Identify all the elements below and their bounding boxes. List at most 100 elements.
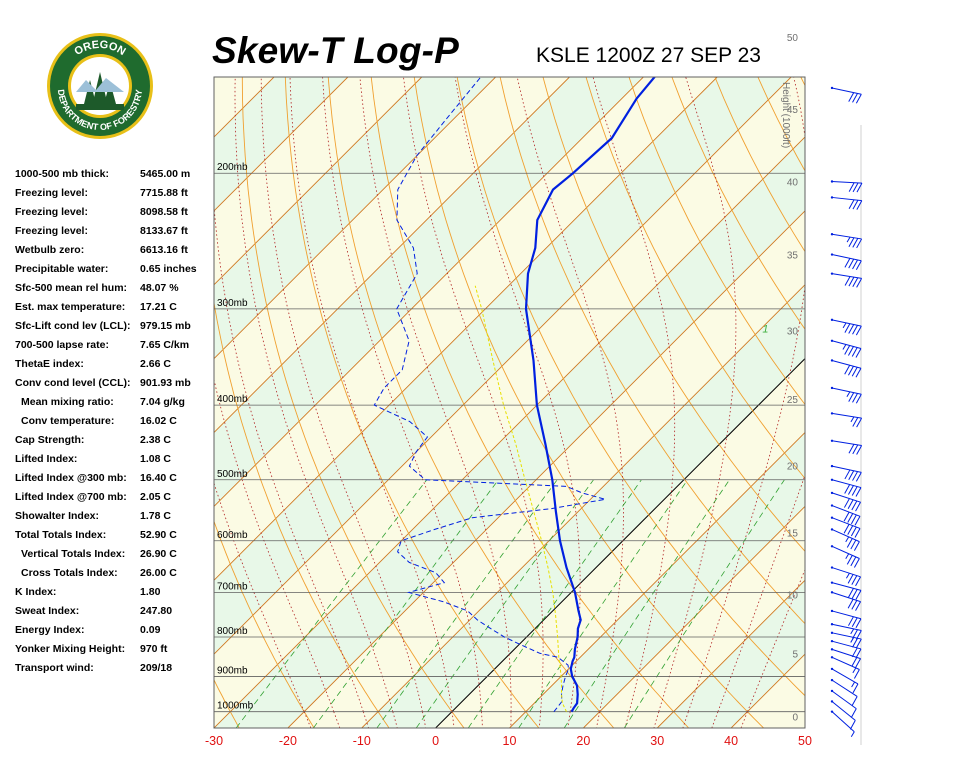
wind-barb-flag: [848, 182, 855, 192]
wind-barb: [830, 528, 860, 551]
isotherm-line: [287, 210, 805, 728]
wind-barb-half-flag: [842, 344, 847, 350]
wind-barb-flag: [848, 237, 855, 247]
wind-barb-flag: [850, 556, 857, 567]
wind-barb-flag: [855, 260, 862, 271]
stat-value: 247.80: [140, 605, 173, 617]
isotherm-line: [583, 505, 805, 728]
wind-barb-flag: [844, 258, 851, 268]
wind-barb-flag: [848, 92, 855, 102]
x-tick-label: 50: [798, 734, 812, 748]
stat-row: 700-500 lapse rate: 7.65 C/km: [15, 339, 215, 358]
wind-barb: [830, 566, 861, 587]
pressure-label: 400mb: [217, 394, 248, 405]
wind-barb: [830, 318, 862, 336]
wind-barb-flag: [856, 417, 863, 428]
wind-barb-flag: [855, 601, 861, 611]
moist-adiabat: [740, 568, 805, 728]
wind-barb-flag: [855, 348, 862, 358]
wind-barb-flag: [854, 528, 861, 538]
wind-barb-staff: [831, 648, 861, 660]
stat-label: Precipitable water:: [15, 263, 109, 275]
wind-barb-flag: [852, 471, 858, 481]
stat-row: Sfc-500 mean rel hum: 48.07 %: [15, 282, 215, 301]
pressure-label: 600mb: [217, 530, 248, 541]
wind-barb-half-flag: [850, 416, 855, 423]
stat-row: Wetbulb zero: 6613.16 ft: [15, 244, 215, 263]
height-tick-label: 5: [792, 649, 798, 660]
wind-barb-dot: [830, 678, 834, 682]
wind-barb-flag: [848, 616, 854, 626]
wind-barb-staff: [831, 591, 861, 603]
dry-adiabat: [887, 77, 960, 728]
pressure-label: 200mb: [217, 162, 248, 173]
wind-barb-flag: [848, 444, 855, 454]
isotherm-line: [214, 77, 349, 212]
wind-barb-dot: [830, 566, 834, 569]
stat-value: 0.09: [140, 624, 161, 636]
stat-row: Conv cond level (CCL): 901.93 mb: [15, 377, 215, 396]
wind-barb-dot: [830, 528, 834, 531]
wind-barb-staff: [831, 479, 862, 489]
isotherm-line: [0, 77, 200, 728]
stat-row: Lifted Index: 1.08 C: [15, 453, 215, 472]
wind-barb-half-flag: [850, 628, 855, 635]
isotherm-band: [0, 77, 126, 728]
oregon-forestry-logo: OREGON DEPARTMENT OF FORESTRY: [46, 32, 154, 140]
wind-barb-flag: [852, 325, 858, 335]
wind-barb: [830, 86, 862, 104]
wind-barb: [830, 439, 863, 455]
wind-barb-flag: [848, 392, 855, 402]
sounding-stats-panel: 1000-500 mb thick: 5465.00 m Freezing leve…: [15, 168, 215, 681]
stat-label: Showalter Index:: [15, 510, 100, 522]
wind-barb-dot: [830, 272, 834, 275]
wind-barb: [830, 478, 862, 497]
wind-barb: [830, 196, 863, 210]
wind-barb-staff: [831, 340, 862, 350]
moist-adiabat: [359, 77, 512, 728]
wind-barb-flag: [844, 323, 851, 333]
wind-barb: [830, 339, 862, 358]
wind-barb-staff: [831, 465, 862, 473]
wind-barb-flag: [851, 575, 858, 585]
stat-label: K Index:: [15, 586, 57, 598]
wind-barb: [830, 464, 862, 482]
isotherm-line: [214, 77, 718, 581]
moist-adiabat: [592, 77, 676, 728]
wind-barb-flag: [847, 525, 854, 535]
wind-barb: [830, 359, 862, 378]
wind-barb-half-flag: [842, 322, 847, 329]
height-tick-label: 15: [787, 528, 799, 539]
wind-barb: [830, 631, 862, 649]
stat-row: ThetaE index: 2.66 C: [15, 358, 215, 377]
stat-value: 7.65 C/km: [140, 339, 190, 351]
wind-barb-half-flag: [846, 391, 851, 398]
wind-barb-staff: [831, 196, 862, 202]
wind-barb-staff: [831, 319, 862, 327]
wind-barb-flag: [848, 470, 855, 480]
wind-barb-dot: [830, 700, 834, 703]
wind-barb-staff: [831, 254, 862, 262]
stat-value: 26.00 C: [140, 567, 177, 579]
wind-barb-staff: [831, 505, 861, 517]
wind-barb-flag: [846, 555, 853, 565]
wind-barb-column: [830, 86, 863, 745]
stat-value: 2.38 C: [140, 434, 171, 446]
stat-label: Freezing level:: [15, 187, 88, 199]
wind-barb-half-flag: [852, 667, 857, 674]
wind-barb: [830, 253, 862, 271]
wind-barb-flag: [853, 669, 860, 679]
wind-barb-flag: [851, 500, 858, 511]
logo-top-text: OREGON: [72, 39, 127, 58]
wind-barb-flag: [843, 511, 850, 522]
wind-barb-half-flag: [846, 236, 851, 243]
temperature-line: [524, 77, 657, 713]
moist-adiabat: [403, 77, 544, 728]
wind-barb-flag: [849, 720, 856, 730]
isotherm-line: [214, 77, 496, 360]
wind-barb: [830, 412, 863, 428]
wind-barb-flag: [848, 588, 854, 598]
wind-barb-dot: [830, 609, 834, 613]
wind-barb-staff: [831, 440, 862, 446]
wind-barb-flag: [852, 444, 859, 455]
